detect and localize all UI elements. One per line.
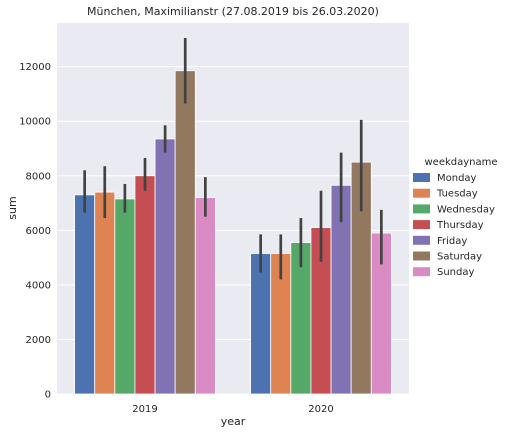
legend-swatch: [413, 188, 430, 198]
legend-label: Tuesday: [436, 189, 478, 200]
legend-label: Wednesday: [437, 204, 495, 215]
y-tick-label: 12000: [19, 62, 51, 73]
legend-title: weekdayname: [424, 157, 497, 168]
legend-label: Thursday: [436, 220, 484, 231]
x-axis-ticks: 2019 2020: [132, 404, 333, 415]
legend-swatch: [413, 173, 430, 182]
error-bars: [83, 38, 383, 280]
legend-swatch: [413, 220, 430, 230]
y-tick-label: 4000: [26, 280, 51, 291]
legend-label: Saturday: [437, 252, 482, 263]
x-tick-label: 2019: [132, 404, 157, 415]
x-tick-label: 2020: [308, 404, 333, 415]
legend-swatch: [413, 204, 430, 214]
chart-title: München, Maximilianstr (27.08.2019 bis 2…: [87, 5, 379, 18]
bar-monday-2020: [250, 253, 272, 395]
y-axis-label: sum: [6, 196, 19, 219]
bar-saturday-2019: [174, 70, 196, 395]
y-axis-ticks: 0 2000 4000 6000 8000 10000 12000: [19, 62, 51, 400]
y-tick-label: 8000: [26, 171, 51, 182]
bar-thursday-2019: [134, 175, 156, 395]
legend-label: Monday: [437, 173, 477, 184]
bar-friday-2019: [154, 138, 176, 395]
bar-wednesday-2019: [114, 198, 136, 395]
y-tick-label: 10000: [19, 117, 51, 128]
legend-label: Sunday: [437, 267, 474, 278]
legend: weekdayname Monday Tuesday Wednesday Thursd…: [413, 157, 498, 278]
legend-swatch: [413, 251, 430, 261]
bars: [74, 70, 392, 395]
y-tick-label: 2000: [26, 335, 51, 346]
x-axis-label: year: [221, 415, 246, 428]
legend-swatch: [413, 267, 430, 277]
bar-monday-2019: [74, 194, 96, 395]
bar-sunday-2019: [194, 197, 216, 395]
legend-label: Friday: [437, 236, 467, 247]
legend-swatch: [413, 235, 430, 245]
bar-tuesday-2019: [94, 191, 116, 395]
y-tick-label: 6000: [26, 226, 51, 237]
y-tick-label: 0: [45, 390, 51, 401]
